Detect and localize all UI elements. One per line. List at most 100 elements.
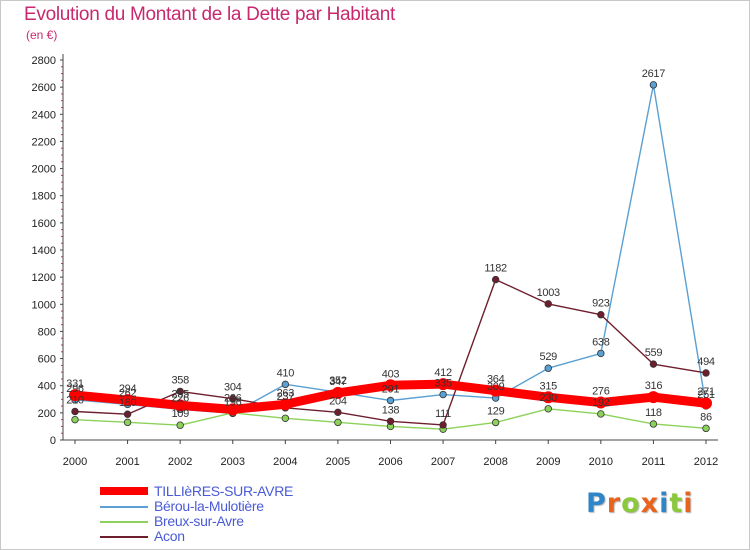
data-label: 923 [592,298,610,310]
logo-letter: i [683,488,694,519]
data-point [649,360,658,368]
data-label: 129 [487,405,505,417]
y-tick-label: 200 [38,408,56,420]
data-point [71,415,79,424]
data-point [597,349,605,358]
data-label: 316 [645,380,663,392]
data-point [700,397,712,410]
data-label: 210 [66,395,84,407]
data-label: 335 [434,378,452,390]
data-point [123,410,132,418]
data-label: 109 [171,408,189,420]
x-tick-label: 2006 [378,456,402,468]
data-label: 226 [171,392,189,404]
data-label: 111 [435,408,451,420]
y-tick-label: 1400 [32,245,56,257]
data-point [594,396,607,409]
y-tick-label: 800 [38,326,56,338]
proxiti-logo: Proxiti [586,488,694,519]
data-point [597,311,605,319]
y-tick-label: 400 [38,381,56,393]
axes: 0 200 400 600 800 1000 1200 1400 1600 1800 2000 220… [32,54,718,468]
legend-swatch [100,487,148,495]
data-point [647,391,660,404]
data-point [489,384,502,397]
data-label: 1003 [537,287,560,299]
data-label: 262 [119,387,137,399]
y-tick-label: 1200 [32,272,56,284]
x-tick-label: 2000 [63,456,87,468]
y-tick-label: 2400 [32,109,56,121]
data-label: 263 [277,387,295,399]
data-label: 2617 [642,68,665,80]
legend-item: Breux-sur-Avre [100,513,400,529]
data-point [226,403,239,416]
legend-swatch [100,506,148,508]
data-point [649,81,658,89]
legend: TILLIèRES-SUR-AVRE Bérou-la-Mulotière Br… [100,483,400,544]
data-label: 304 [224,382,242,394]
data-label: 271 [697,386,715,398]
data-label: 352 [329,375,347,387]
line-chart: 0 200 400 600 800 1000 1200 1400 1600 1800 2000 220… [32,54,718,468]
legend-item: Acon [100,528,400,544]
x-tick-label: 2008 [483,456,507,468]
data-label: 204 [329,395,347,407]
data-point [702,424,710,433]
data-label: 192 [592,397,610,409]
y-tick-label: 600 [38,354,56,366]
logo-text: Proxiti [586,488,694,519]
x-tick-label: 2002 [168,456,192,468]
data-point [176,387,184,396]
data-point [597,410,605,418]
data-label: 255 [171,388,189,400]
x-tick-label: 2007 [431,456,455,468]
logo-letter: i [659,488,670,519]
data-point [334,408,342,417]
series-points [69,81,712,433]
x-tick-label: 2003 [221,456,245,468]
data-point [334,418,342,427]
data-label: 296 [66,383,84,395]
y-tick-label: 1600 [32,218,56,230]
logo-letter: o [621,488,641,519]
data-point [386,417,395,425]
data-label: 1182 [484,263,507,275]
data-point [491,418,500,427]
data-point [437,378,450,391]
data-label: 559 [645,347,663,359]
x-tick-label: 2004 [273,456,297,468]
data-point [542,391,555,404]
data-label: 251 [697,389,715,401]
data-point [544,364,552,372]
data-label: 230 [540,392,558,404]
data-label: 180 [119,397,137,409]
data-label: 237 [277,391,295,403]
series-line [74,84,707,415]
y-tick-label: 0 [50,435,56,447]
data-point [71,407,79,416]
data-label: 276 [592,386,610,398]
data-point [384,379,397,392]
data-label: 638 [592,336,610,348]
data-label: 412 [434,367,452,379]
x-tick-label: 2012 [694,456,718,468]
data-label: 529 [540,351,558,363]
x-tick-label: 2001 [115,456,139,468]
data-label: 494 [697,356,715,368]
logo-letter: x [640,488,660,519]
legend-label: Bérou-la-Mulotière [154,498,264,514]
data-point [176,421,184,429]
data-point [121,394,134,407]
legend-swatch [100,536,148,538]
data-point [174,399,187,412]
x-tick-label: 2009 [536,456,560,468]
data-label: 315 [540,380,558,392]
data-point [229,395,237,403]
logo-letter: t [669,488,684,519]
data-label: 358 [171,374,189,386]
y-tick-label: 2800 [32,55,56,67]
data-point [491,275,500,284]
logo-letter: P [586,488,607,519]
